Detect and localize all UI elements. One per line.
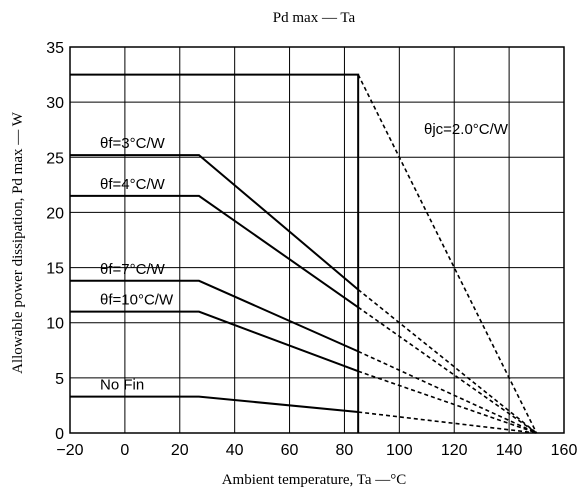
y-tick-label: 0 [55,426,64,443]
series-extrapolation-f-4-c-w [358,307,536,433]
y-tick-label: 20 [46,205,64,222]
y-tick-label: 5 [55,371,64,388]
series-extrapolation-f-3-c-w [358,290,536,433]
y-axis-label: Allowable power dissipation, Pd max — W [10,111,26,374]
grid [70,47,564,433]
x-tick-label: 140 [496,442,523,459]
series-label: θf=4°C/W [100,176,166,193]
x-tick-label: 40 [226,442,244,459]
x-tick-label: 80 [336,442,354,459]
series-label: θf=3°C/W [100,135,166,152]
x-tick-label: 60 [281,442,299,459]
x-tick-label: 0 [120,442,129,459]
series-extrapolation-f-7-c-w [358,351,536,433]
series-label: θf=7°C/W [100,261,166,278]
y-tick-label: 30 [46,95,64,112]
x-tick-label: 100 [386,442,413,459]
y-tick-label: 15 [46,261,64,278]
x-axis-label: Ambient temperature, Ta —°C [222,472,407,488]
x-tick-label: 20 [171,442,189,459]
series-labels: θf=3°C/W θf=4°C/W θf=7°C/W θf=10°C/W No Fin [100,135,174,394]
series-label: No Fin [100,377,144,394]
y-tick-label: 35 [46,40,64,57]
x-tick-label: −20 [56,442,83,459]
y-tick-label: 10 [46,316,64,333]
theta-jc-annotation: θjc=2.0°C/W [424,121,509,138]
series-extrapolation-no-fin [358,412,536,433]
series-line-no-fin [70,397,358,412]
x-tick-label: 120 [441,442,468,459]
plot-frame [70,47,564,433]
y-tick-label: 25 [46,150,64,167]
series-label: θf=10°C/W [100,292,174,309]
chart-title: Pd max — Ta [273,10,356,26]
x-tick-label: 160 [551,442,578,459]
series-extrapolation-f-10-c-w [358,371,536,433]
series-line-f-10-c-w [70,312,358,372]
